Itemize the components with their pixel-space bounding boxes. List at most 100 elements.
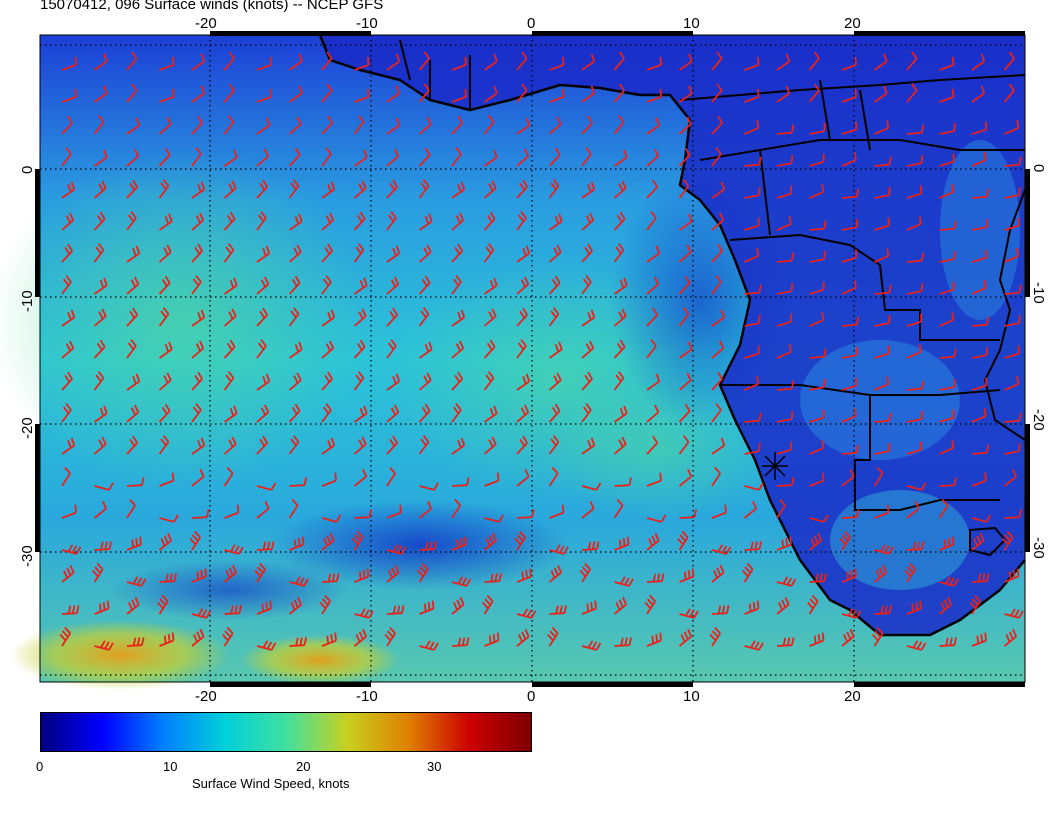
wind-barb [61, 371, 73, 391]
wind-barb [419, 600, 435, 615]
wind-barb [776, 576, 797, 587]
wind-barb [484, 472, 500, 487]
wind-barb [484, 514, 504, 523]
wind-barb [353, 149, 368, 167]
wind-barb [386, 544, 407, 555]
wind-barb [418, 341, 433, 359]
wind-barb [613, 180, 627, 199]
wind-barb [418, 500, 433, 519]
wind-barb [256, 404, 270, 423]
wind-barb [126, 245, 141, 263]
wind-barb [353, 405, 368, 423]
wind-barb [516, 83, 528, 103]
wind-barb [353, 211, 366, 231]
wind-barb [904, 562, 916, 583]
wind-barb [874, 187, 891, 199]
wind-barb [613, 51, 625, 71]
wind-barb [418, 147, 431, 167]
wind-barb [288, 179, 300, 199]
lat-tick-left: 0 [19, 166, 36, 174]
wind-barb [971, 408, 987, 423]
wind-barb [158, 435, 170, 455]
wind-barb [971, 121, 988, 135]
wind-barb [613, 211, 626, 231]
wind-barb [678, 307, 690, 327]
wind-barb [809, 348, 827, 359]
wind-barb [386, 466, 396, 487]
wind-barb [841, 88, 857, 103]
wind-barb [646, 435, 658, 455]
wind-barb [61, 403, 72, 423]
wind-barb [744, 443, 761, 455]
wind-barb [971, 532, 985, 551]
wind-barb [288, 372, 302, 391]
wind-barb [613, 308, 627, 327]
wind-barb [906, 411, 924, 423]
wind-barb [809, 573, 827, 583]
wind-barb [678, 244, 692, 263]
wind-barb [94, 482, 114, 491]
wind-barb [938, 596, 953, 615]
wind-barb [321, 309, 336, 327]
wind-barb [906, 155, 924, 167]
wind-barb [874, 605, 892, 615]
wind-barb [841, 347, 859, 359]
wind-barb [809, 123, 826, 135]
wind-barb [191, 181, 206, 199]
wind-barb [158, 116, 172, 135]
wind-barb [321, 83, 333, 103]
wind-barb [483, 85, 498, 103]
wind-barb [418, 403, 431, 423]
wind-barb [418, 116, 432, 135]
wind-barb [353, 180, 367, 199]
wind-barb [353, 277, 368, 295]
wind-barb [353, 308, 367, 327]
wind-barb [906, 600, 922, 615]
wind-barb [61, 504, 77, 519]
wind-barb [646, 245, 661, 263]
wind-barb [159, 56, 175, 71]
wind-barb [581, 212, 595, 231]
wind-barb [386, 307, 398, 327]
wind-barb [548, 435, 560, 455]
wind-barb [776, 313, 793, 327]
wind-barb [451, 115, 463, 135]
wind-barb [1004, 509, 1022, 519]
wind-barb [614, 536, 630, 551]
wind-barb [808, 83, 820, 103]
wind-barb [874, 217, 890, 231]
wind-barb [61, 147, 72, 167]
wind-barb [516, 404, 530, 423]
wind-barb [516, 245, 531, 263]
wind-barb [418, 244, 432, 263]
wind-barb [189, 530, 201, 551]
wind-barb [223, 115, 235, 135]
wind-barb [451, 88, 467, 103]
wind-barb [256, 541, 275, 551]
wind-barb [223, 83, 235, 103]
wind-barb [483, 277, 498, 295]
wind-barb [191, 340, 205, 359]
wind-barb [548, 564, 563, 583]
wind-barb [483, 243, 495, 263]
wind-barb [419, 482, 439, 491]
wind-barb [223, 51, 235, 71]
wind-barb [971, 280, 987, 295]
wind-barb [939, 281, 955, 295]
wind-barb [711, 371, 723, 391]
wind-barb [841, 219, 859, 231]
wind-barb [321, 115, 333, 135]
wind-speed-field [0, 35, 1025, 690]
wind-barb [874, 120, 890, 135]
wind-barb [906, 640, 927, 651]
wind-barb [711, 564, 725, 583]
wind-barb [744, 412, 762, 423]
wind-barb [971, 472, 987, 487]
lon-tick-bottom: 0 [527, 688, 535, 705]
wind-barb [874, 376, 890, 391]
wind-barb [126, 179, 138, 199]
wind-barb [126, 339, 137, 359]
wind-barb [1004, 443, 1021, 455]
graticule [40, 35, 1025, 682]
wind-barb [223, 277, 238, 295]
